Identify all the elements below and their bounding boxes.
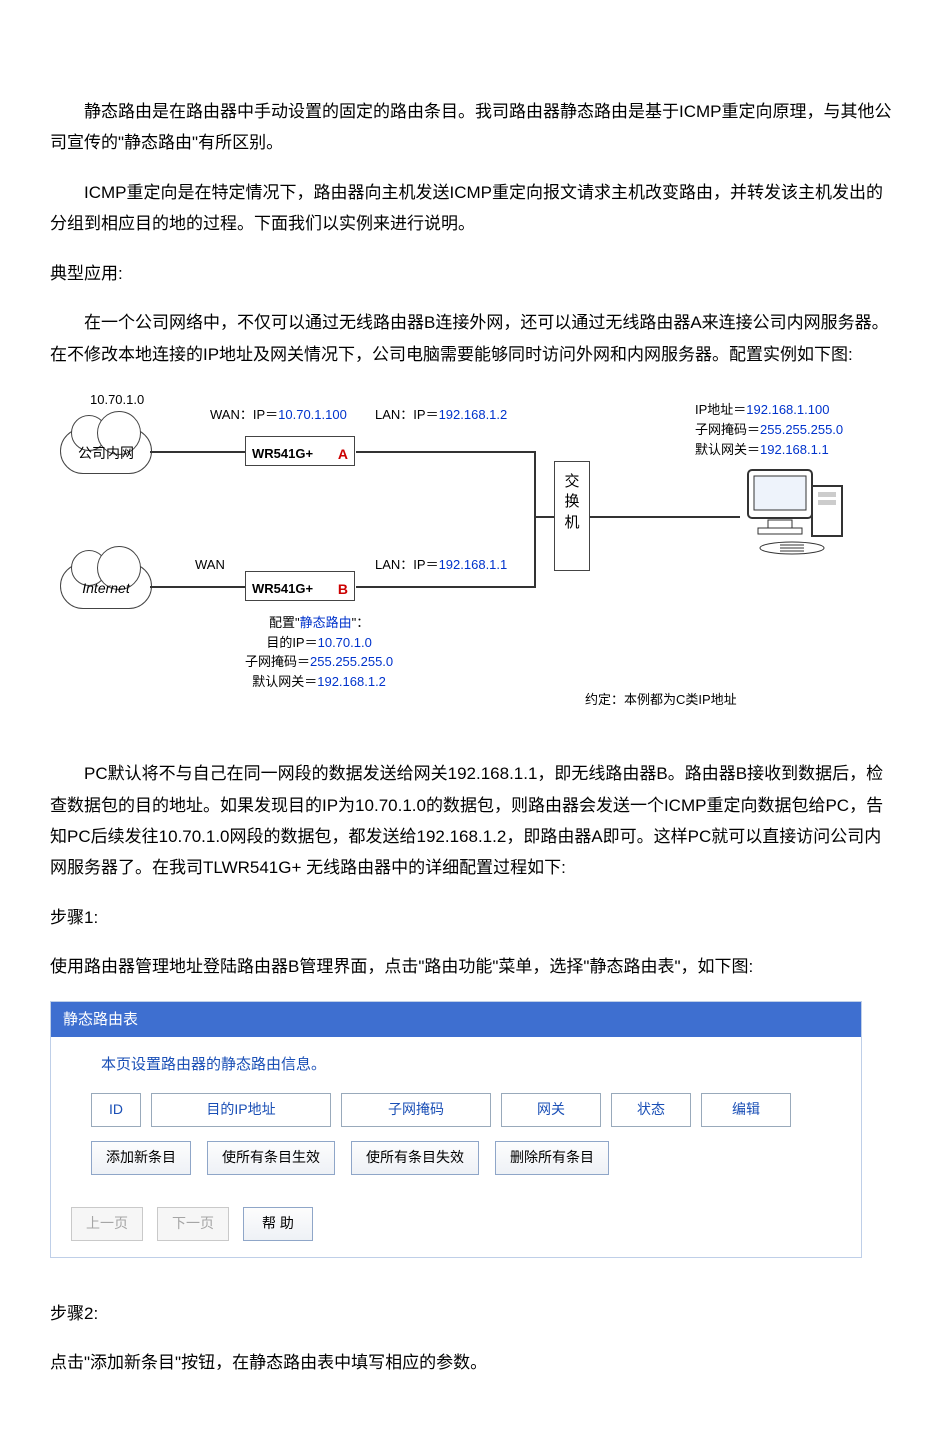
th-dest: 目的IP地址: [151, 1093, 331, 1127]
next-page-button[interactable]: 下一页: [157, 1207, 229, 1241]
router-b-model: WR541G+: [252, 577, 313, 601]
cloud-internet-label: Internet: [61, 576, 151, 602]
panel-button-row: 添加新条目 使所有条目生效 使所有条目失效 删除所有条目: [91, 1141, 841, 1175]
router-a-model: WR541G+: [252, 442, 313, 466]
cloud-intranet-label: 公司内网: [61, 441, 151, 467]
label-wan-b: WAN: [195, 553, 225, 577]
paragraph-intro-2: ICMP重定向是在特定情况下，路由器向主机发送ICMP重定向报文请求主机改变路由…: [50, 177, 895, 240]
router-b: WR541G+ B: [245, 571, 355, 601]
heading-step2: 步骤2:: [50, 1298, 895, 1329]
th-status: 状态: [611, 1093, 691, 1127]
panel-footer: 上一页 下一页 帮 助: [51, 1195, 861, 1257]
heading-step1: 步骤1:: [50, 902, 895, 933]
enable-all-button[interactable]: 使所有条目生效: [207, 1141, 335, 1175]
pc-icon: [740, 466, 850, 565]
disable-all-button[interactable]: 使所有条目失效: [351, 1141, 479, 1175]
static-route-panel: 静态路由表 本页设置路由器的静态路由信息。 ID 目的IP地址 子网掩码 网关 …: [50, 1001, 862, 1258]
pc-ip-info: IP地址＝192.168.1.100 子网掩码＝255.255.255.0 默认…: [695, 400, 843, 460]
paragraph-step1: 使用路由器管理地址登陆路由器B管理界面，点击"路由功能"菜单，选择"静态路由表"…: [50, 951, 895, 982]
router-a: WR541G+ A: [245, 436, 355, 466]
switch-char-2: 换: [555, 492, 589, 512]
delete-all-button[interactable]: 删除所有条目: [495, 1141, 609, 1175]
help-button[interactable]: 帮 助: [243, 1207, 313, 1241]
switch-char-1: 交: [555, 472, 589, 492]
paragraph-step2: 点击"添加新条目"按钮，在静态路由表中填写相应的参数。: [50, 1347, 895, 1378]
switch-char-3: 机: [555, 513, 589, 533]
panel-title: 静态路由表: [51, 1002, 861, 1038]
diagram-footnote: 约定：本例都为C类IP地址: [585, 688, 737, 712]
label-lan-b: LAN：IP＝192.168.1.1: [375, 553, 507, 577]
label-subnet: 10.70.1.0: [90, 388, 144, 412]
th-id: ID: [91, 1093, 141, 1127]
router-b-letter: B: [338, 577, 348, 603]
label-lan-a: LAN：IP＝192.168.1.2: [375, 403, 507, 427]
page-root: 静态路由是在路由器中手动设置的固定的路由条目。我司路由器静态路由是基于ICMP重…: [0, 0, 945, 1437]
router-b-config-note: 配置"静态路由"： 目的IP＝10.70.1.0 子网掩码＝255.255.25…: [245, 613, 393, 691]
heading-typical-usage: 典型应用:: [50, 258, 895, 289]
th-gw: 网关: [501, 1093, 601, 1127]
table-header-row: ID 目的IP地址 子网掩码 网关 状态 编辑: [91, 1093, 841, 1127]
paragraph-explain: PC默认将不与自己在同一网段的数据发送给网关192.168.1.1，即无线路由器…: [50, 758, 895, 884]
paragraph-scenario: 在一个公司网络中，不仅可以通过无线路由器B连接外网，还可以通过无线路由器A来连接…: [50, 307, 895, 370]
network-diagram: 10.70.1.0 公司内网 Internet WR541G+ A WR541G…: [50, 388, 895, 718]
switch: 交 换 机: [554, 461, 590, 571]
cloud-intranet: 公司内网: [60, 428, 152, 474]
panel-note: 本页设置路由器的静态路由信息。: [101, 1051, 841, 1079]
prev-page-button[interactable]: 上一页: [71, 1207, 143, 1241]
paragraph-intro-1: 静态路由是在路由器中手动设置的固定的路由条目。我司路由器静态路由是基于ICMP重…: [50, 96, 895, 159]
router-a-letter: A: [338, 442, 348, 468]
cloud-internet: Internet: [60, 563, 152, 609]
th-edit: 编辑: [701, 1093, 791, 1127]
th-mask: 子网掩码: [341, 1093, 491, 1127]
label-wan-a: WAN：IP＝10.70.1.100: [210, 403, 347, 427]
panel-body: 本页设置路由器的静态路由信息。 ID 目的IP地址 子网掩码 网关 状态 编辑 …: [51, 1037, 861, 1195]
add-entry-button[interactable]: 添加新条目: [91, 1141, 191, 1175]
